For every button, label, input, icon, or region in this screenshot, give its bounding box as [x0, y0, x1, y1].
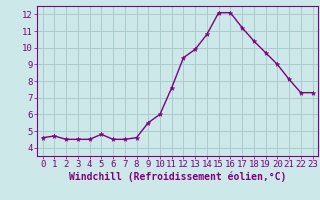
X-axis label: Windchill (Refroidissement éolien,°C): Windchill (Refroidissement éolien,°C): [69, 172, 286, 182]
